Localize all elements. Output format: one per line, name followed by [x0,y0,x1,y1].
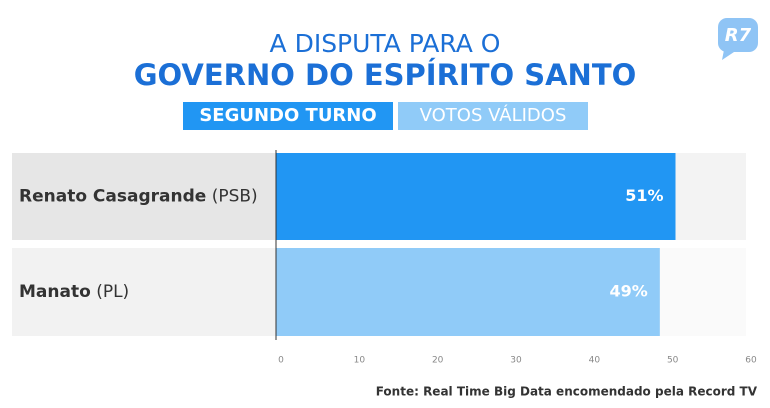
x-tick-label: 20 [432,356,444,366]
logo-badge [718,18,758,52]
bar [276,248,660,336]
party: (PL) [96,282,129,302]
party: (PSB) [212,187,258,207]
candidate-name: Renato Casagrande [19,187,206,207]
x-tick-label: 60 [745,356,757,366]
badge: SEGUNDO TURNO [199,105,376,126]
value-label: 51% [625,186,663,205]
category-label: Manato (PL) [19,282,129,302]
value-label: 49% [610,282,648,301]
candidate-name: Manato [19,282,91,302]
chart-title: A DISPUTA PARA O [270,29,501,58]
badge: VOTOS VÁLIDOS [420,104,567,126]
badge-bg [183,102,393,130]
x-tick-label: 10 [354,356,366,366]
bar [276,153,676,240]
row-label-bg [12,248,276,336]
source: Fonte: Real Time Big Data encomendado pe… [376,385,758,399]
x-tick-label: 50 [667,356,679,366]
badge-bg [398,102,588,130]
x-tick-label: 0 [278,356,284,366]
category-label: Renato Casagrande (PSB) [19,187,258,207]
logo-tail [722,50,734,60]
x-tick-label: 40 [589,356,601,366]
chart-subtitle: GOVERNO DO ESPÍRITO SANTO [134,58,637,92]
row-label-bg [12,153,276,240]
x-tick-label: 30 [510,356,522,366]
logo: R7 [725,25,752,46]
